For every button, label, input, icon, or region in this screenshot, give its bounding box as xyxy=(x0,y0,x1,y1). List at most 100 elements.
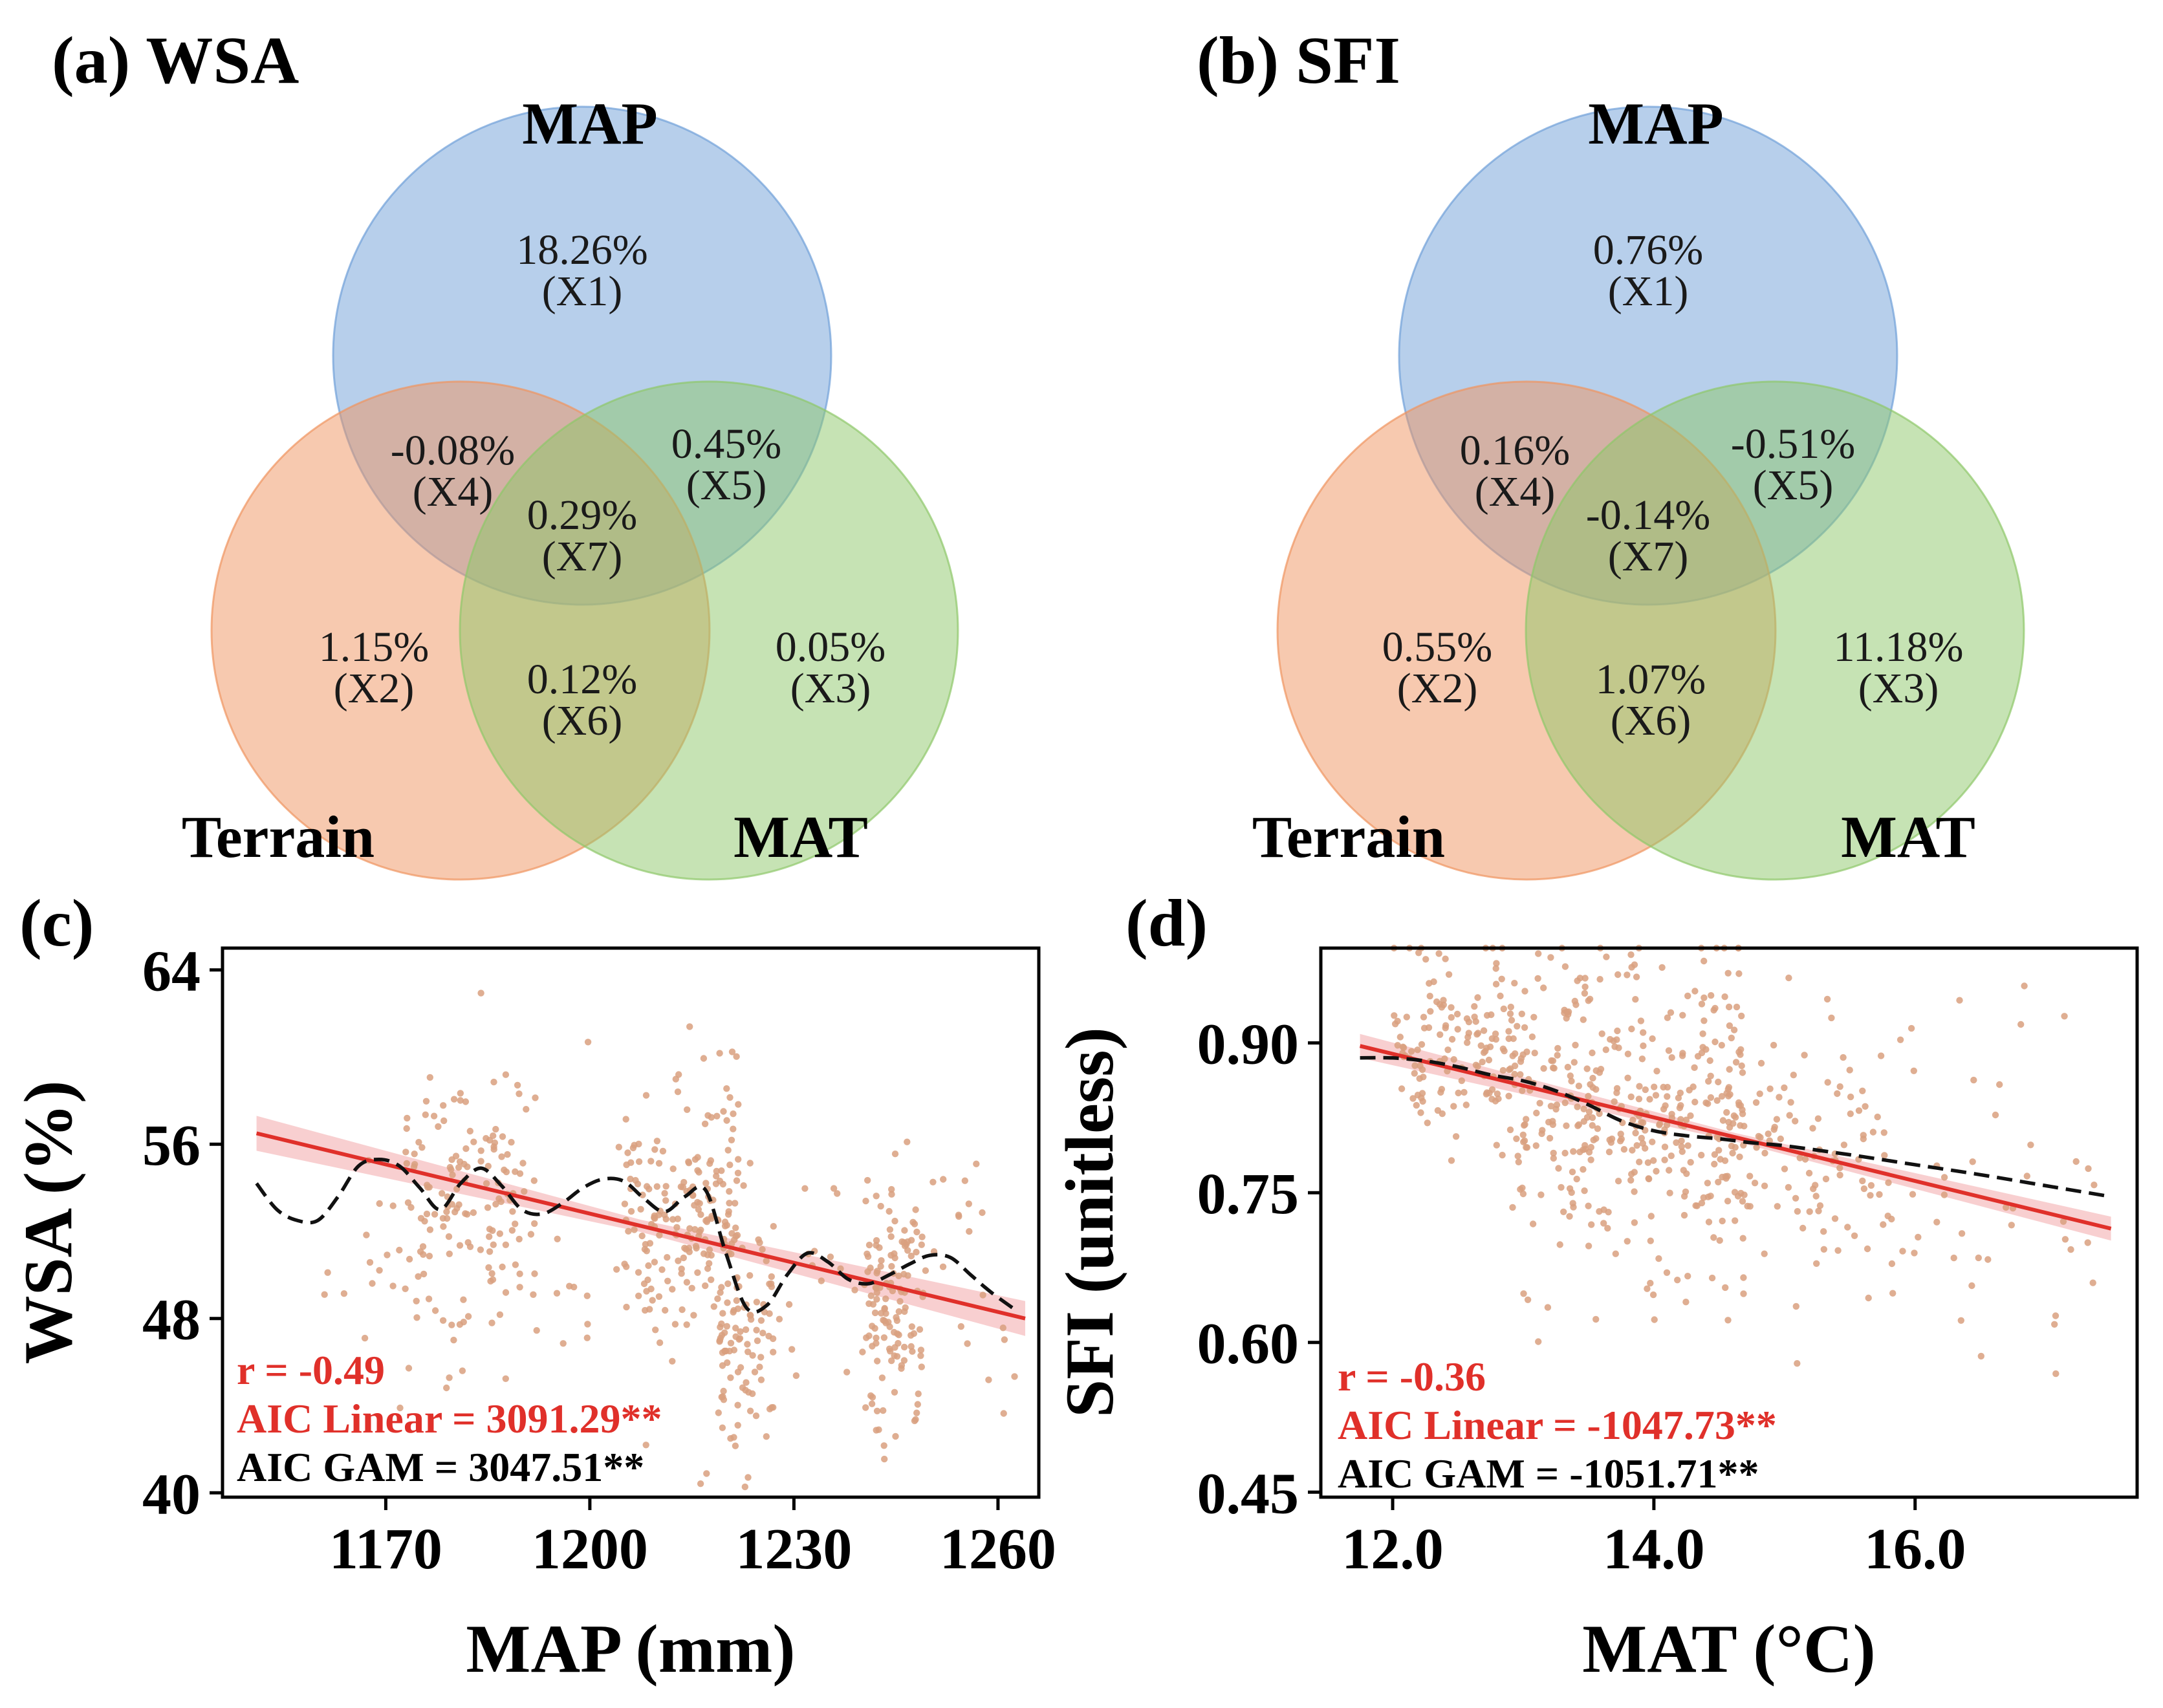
scatter-point xyxy=(1570,1204,1577,1211)
scatter-point xyxy=(1730,1026,1738,1033)
scatter-point xyxy=(1589,1049,1596,1057)
scatter-point xyxy=(1391,1012,1398,1019)
scatter-point xyxy=(1809,1125,1816,1132)
scatter-point xyxy=(895,1308,903,1315)
scatter-point xyxy=(1718,1042,1725,1049)
scatter-point xyxy=(464,1163,471,1171)
scatter-point xyxy=(1517,1071,1524,1078)
scatter-point xyxy=(1521,1024,1528,1032)
scatter-point xyxy=(1678,1143,1685,1151)
scatter-point xyxy=(1427,1008,1434,1015)
scatter-point xyxy=(456,1242,464,1249)
scatter-point xyxy=(1637,1017,1645,1024)
scatter-point xyxy=(746,1160,754,1167)
scatter-point xyxy=(1765,1130,1772,1138)
scatter-point xyxy=(873,1289,881,1297)
scatter-point xyxy=(718,1284,725,1291)
scatter-point xyxy=(1462,1101,1470,1108)
venn-a-x1-label: (X1) xyxy=(542,268,623,315)
scatter-point xyxy=(1682,1299,1690,1306)
scatter-point xyxy=(1874,1113,1881,1121)
scatter-point xyxy=(655,1160,663,1167)
scatter-point xyxy=(457,1097,464,1104)
scatter-point xyxy=(646,1306,653,1313)
scatter-point xyxy=(674,1088,682,1096)
scatter-point xyxy=(1418,1041,1426,1048)
scatter-point xyxy=(1865,1294,1872,1302)
scatter-point xyxy=(728,1048,736,1055)
scatter-point xyxy=(683,1279,691,1286)
venn-a-x1-value: 18.26% xyxy=(516,226,647,274)
scatter-point xyxy=(749,1352,756,1359)
scatter-point xyxy=(464,1211,471,1218)
scatter-point xyxy=(1409,1095,1417,1102)
scatter-point xyxy=(1663,1269,1671,1277)
scatter-point xyxy=(1761,1149,1768,1157)
scatter-point xyxy=(1792,1195,1799,1202)
scatter-point xyxy=(733,1177,741,1184)
scatter-point xyxy=(1506,1126,1514,1134)
panel-b-title: (b) SFI xyxy=(1197,23,1400,98)
scatter-point xyxy=(1001,1336,1008,1343)
scatter-point xyxy=(1477,1042,1484,1050)
scatter-point xyxy=(985,1376,992,1383)
scatter-point xyxy=(1909,1191,1917,1198)
scatter-point xyxy=(979,1292,986,1299)
scatter-point xyxy=(728,1250,735,1258)
scatter-point xyxy=(1608,1135,1616,1143)
scatter-point xyxy=(1573,1175,1580,1183)
scatter-point xyxy=(1544,1304,1552,1311)
scatter-point xyxy=(1661,1143,1669,1151)
scatter-point xyxy=(916,1326,924,1333)
scatter-point xyxy=(913,1228,920,1236)
scatter-point xyxy=(1774,1203,1781,1210)
scatter-point xyxy=(1523,1048,1530,1055)
scatter-point xyxy=(1785,1184,1792,1191)
scatter-point xyxy=(1738,1012,1745,1020)
scatter-point xyxy=(1450,1103,1457,1110)
scatter-point xyxy=(512,1168,519,1175)
scatter-point xyxy=(1520,1290,1527,1297)
scatter-point xyxy=(732,1224,739,1231)
scatter-point xyxy=(723,1323,731,1330)
scatter-point xyxy=(533,1327,540,1334)
scatter-point xyxy=(455,1164,462,1171)
scatter-point xyxy=(873,1193,880,1200)
scatter-point xyxy=(754,1337,761,1345)
scatter-point xyxy=(1636,1158,1643,1165)
scatter-point xyxy=(389,1202,397,1209)
scatter-point xyxy=(873,1334,880,1341)
scatter-point xyxy=(1605,1209,1612,1216)
scatter-point xyxy=(321,1291,328,1298)
scatter-point xyxy=(1627,1176,1635,1184)
scatter-point xyxy=(726,1162,734,1169)
scatter-point xyxy=(867,1264,874,1271)
scatter-point xyxy=(492,1125,499,1133)
scatter-point xyxy=(457,1090,464,1097)
scatter-point xyxy=(909,1348,916,1355)
scatter-point xyxy=(768,1273,776,1281)
scatter-point xyxy=(426,1253,433,1260)
scatter-point xyxy=(683,1321,690,1328)
scatter-point xyxy=(1511,1070,1518,1078)
scatter-point xyxy=(1823,995,1831,1003)
scatter-point xyxy=(873,1242,880,1249)
scatter-point xyxy=(413,1314,420,1321)
scatter-point xyxy=(1627,1093,1635,1101)
scatter-point xyxy=(862,1197,869,1205)
scatter-point xyxy=(1424,1119,1431,1127)
scatter-point xyxy=(1730,1112,1737,1119)
scatter-point xyxy=(680,1178,688,1186)
venn-b-x6-label: (X6) xyxy=(1611,697,1691,744)
scatter-point xyxy=(1418,1066,1426,1074)
scatter-point xyxy=(801,1185,809,1192)
scatter-point xyxy=(843,1368,851,1376)
scatter-point xyxy=(1702,1046,1710,1053)
scatter-point xyxy=(915,1390,922,1398)
scatter-point xyxy=(1528,1033,1536,1041)
scatter-point xyxy=(1581,983,1589,991)
scatter-point xyxy=(1632,996,1639,1003)
scatter-point xyxy=(1678,1137,1685,1145)
scatter-point xyxy=(1684,992,1691,1000)
scatter-point xyxy=(443,1208,450,1216)
